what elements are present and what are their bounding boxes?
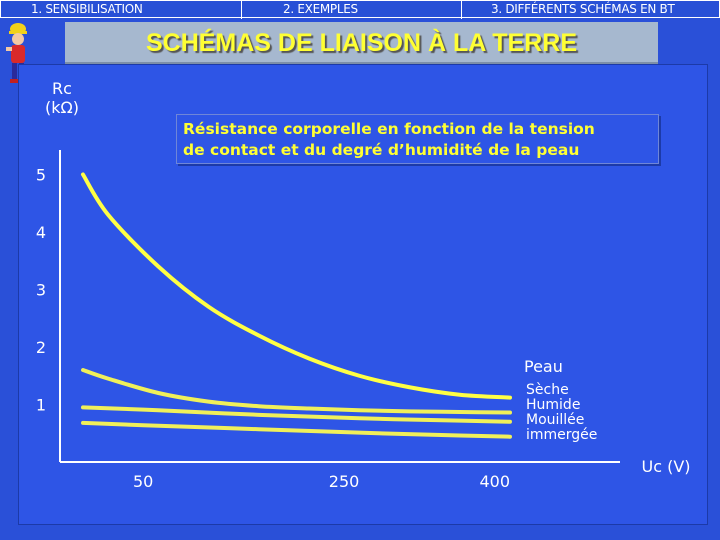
y-tick-label: 2 xyxy=(36,338,46,357)
curve-mouillee xyxy=(81,405,512,424)
nav-item-schemas-bt[interactable]: 3. DIFFÉRENTS SCHÉMAS EN BT xyxy=(491,2,675,16)
slide-title: SCHÉMAS DE LIAISON À LA TERRE xyxy=(145,29,578,57)
x-axis-title: Uc (V) xyxy=(641,457,690,476)
curve-humide xyxy=(81,368,512,415)
chart-caption-line-1: Résistance corporelle en fonction de la … xyxy=(183,120,595,138)
chart-labels: 5 4 3 2 1 50 250 400 Rc(kΩ) Uc (V) Peau SècheHumide… xyxy=(36,79,691,491)
legend-entry-humide: Humide xyxy=(526,397,580,413)
y-tick-label: 5 xyxy=(36,166,46,185)
curve-immergee xyxy=(81,420,512,439)
slide-title-banner: SCHÉMAS DE LIAISON À LA TERRE xyxy=(65,22,658,64)
x-tick-label: 400 xyxy=(479,472,510,491)
nav-separator xyxy=(461,1,462,19)
y-tick-label: 3 xyxy=(36,281,46,300)
nav-separator xyxy=(241,1,242,19)
y-axis-title: Rc xyxy=(52,79,72,98)
y-tick-label: 1 xyxy=(36,396,46,415)
chart-caption-box: Résistance corporelle en fonction de la … xyxy=(176,114,659,164)
nav-item-sensibilisation[interactable]: 1. SENSIBILISATION xyxy=(31,2,143,16)
top-navigation-bar: 1. SENSIBILISATION 2. EXEMPLES 3. DIFFÉR… xyxy=(0,0,720,19)
nav-item-exemples[interactable]: 2. EXEMPLES xyxy=(283,2,358,16)
chart-curves xyxy=(81,172,512,439)
legend-title: Peau xyxy=(524,357,563,376)
chart-axes xyxy=(59,150,620,463)
y-tick-label: 4 xyxy=(36,223,46,242)
legend-entry-immergee: immergée xyxy=(526,427,597,443)
legend-entry-mouillee: Mouillée xyxy=(526,412,584,428)
x-tick-label: 250 xyxy=(329,472,360,491)
curve-seche xyxy=(81,172,512,400)
chart-caption-line-2: de contact et du degré d’humidité de la … xyxy=(183,141,580,159)
x-tick-label: 50 xyxy=(133,472,153,491)
legend-entry-seche: Sèche xyxy=(526,382,569,398)
y-axis-unit: (kΩ) xyxy=(45,98,79,117)
